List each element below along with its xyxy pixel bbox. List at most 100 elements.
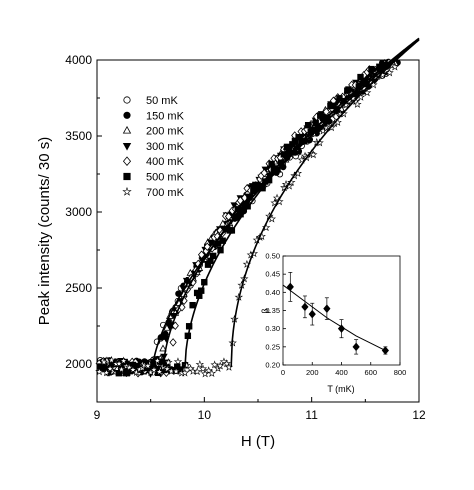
data-point [209,252,217,260]
x-tick-label: 10 [198,408,212,422]
inset-data-point [381,346,389,355]
inset-y-tick-label: 0.30 [265,324,280,333]
data-point [359,83,369,92]
y-tick-label: 4000 [65,53,92,67]
data-point [197,250,206,260]
inset-y-tick-label: 0.20 [265,361,280,370]
data-point [291,137,299,145]
data-point [206,239,215,247]
legend-label: 300 mK [146,141,185,153]
data-point [249,249,259,258]
data-point [283,143,291,151]
data-point [171,367,181,376]
data-point [215,361,225,370]
data-point [114,359,124,368]
legend-label: 500 mK [146,172,185,184]
data-point [207,368,217,377]
inset-data-point [308,309,316,319]
data-point [107,355,116,364]
legend-marker [123,96,131,104]
legend-marker [123,172,131,181]
data-point [257,232,266,241]
data-point [312,119,319,127]
legend-label: 200 mK [146,126,185,138]
data-point [219,219,227,227]
inset-background [278,253,405,365]
data-point [119,356,128,365]
data-point [180,368,190,377]
data-point [304,122,312,129]
data-point [287,177,296,186]
x-tick-label: 12 [412,408,426,422]
legend-label: 150 mK [146,110,185,122]
data-point [105,364,115,373]
data-point [153,356,162,365]
inset-y-axis-title: β [260,308,270,313]
inset-x-tick-label: 200 [306,368,319,377]
data-point [261,223,271,232]
data-point [309,150,318,159]
data-point [275,197,284,206]
data-point [203,242,211,252]
x-axis-title: H (T) [241,433,275,450]
inset-data-point [337,324,346,333]
data-point [95,367,104,376]
data-point [117,365,126,373]
inset-y-tick-label: 0.25 [265,342,280,351]
main-fit-curves [152,37,420,368]
inset-data-point [323,304,331,313]
data-point [341,100,351,109]
x-tick-label: 9 [94,408,101,422]
data-point [182,361,191,370]
data-point [315,138,324,147]
inset-y-tick-label: 0.50 [265,252,280,261]
data-point [162,364,172,373]
data-point [285,181,294,190]
data-point [210,360,219,369]
data-point [155,367,164,376]
data-point [390,62,400,71]
inset-x-axis-title: T (mK) [327,384,354,394]
inset-x-tick-label: 0 [281,368,285,377]
y-tick-label: 3000 [65,205,92,219]
data-point [222,359,231,368]
data-point [353,99,362,108]
inset-data-point [301,302,309,312]
data-point [102,368,111,377]
data-point [189,278,197,287]
y-tick-label: 3500 [65,129,92,143]
inset-data-point [352,342,360,352]
inset-fit-curve [282,284,386,351]
data-point [348,93,358,102]
data-point [272,193,282,202]
data-point [260,168,268,178]
inset-x-tick-label: 600 [364,368,377,377]
legend-marker [122,156,132,166]
data-point [125,363,134,372]
inset-data-points [286,272,389,355]
inset-y-tick-label: 0.45 [265,270,280,279]
legend: 50 mK 150 mK 200 mK 300 mK 400 mK 500 mK 700 m… [122,95,185,199]
inset-y-tick-label: 0.40 [265,288,280,297]
data-point [164,358,173,367]
data-point [159,344,167,352]
data-point [193,367,202,376]
data-point [143,361,153,370]
data-point [297,155,307,164]
legend-label: 50 mK [146,95,178,107]
inset-data-point [286,282,294,292]
data-point [195,360,205,368]
data-point [169,338,177,347]
data-point [224,212,233,221]
inset-fit-line [282,284,386,351]
x-tick-label: 11 [305,408,318,422]
data-point [99,357,109,366]
data-point [378,70,387,79]
legend-marker [122,186,132,196]
fit-curve [184,37,420,368]
y-axis-title: Peak intensity (counts/ 30 s) [36,137,53,325]
inset-y-tick-label: 0.35 [265,306,280,315]
inset-x-tick-label: 400 [335,368,348,377]
